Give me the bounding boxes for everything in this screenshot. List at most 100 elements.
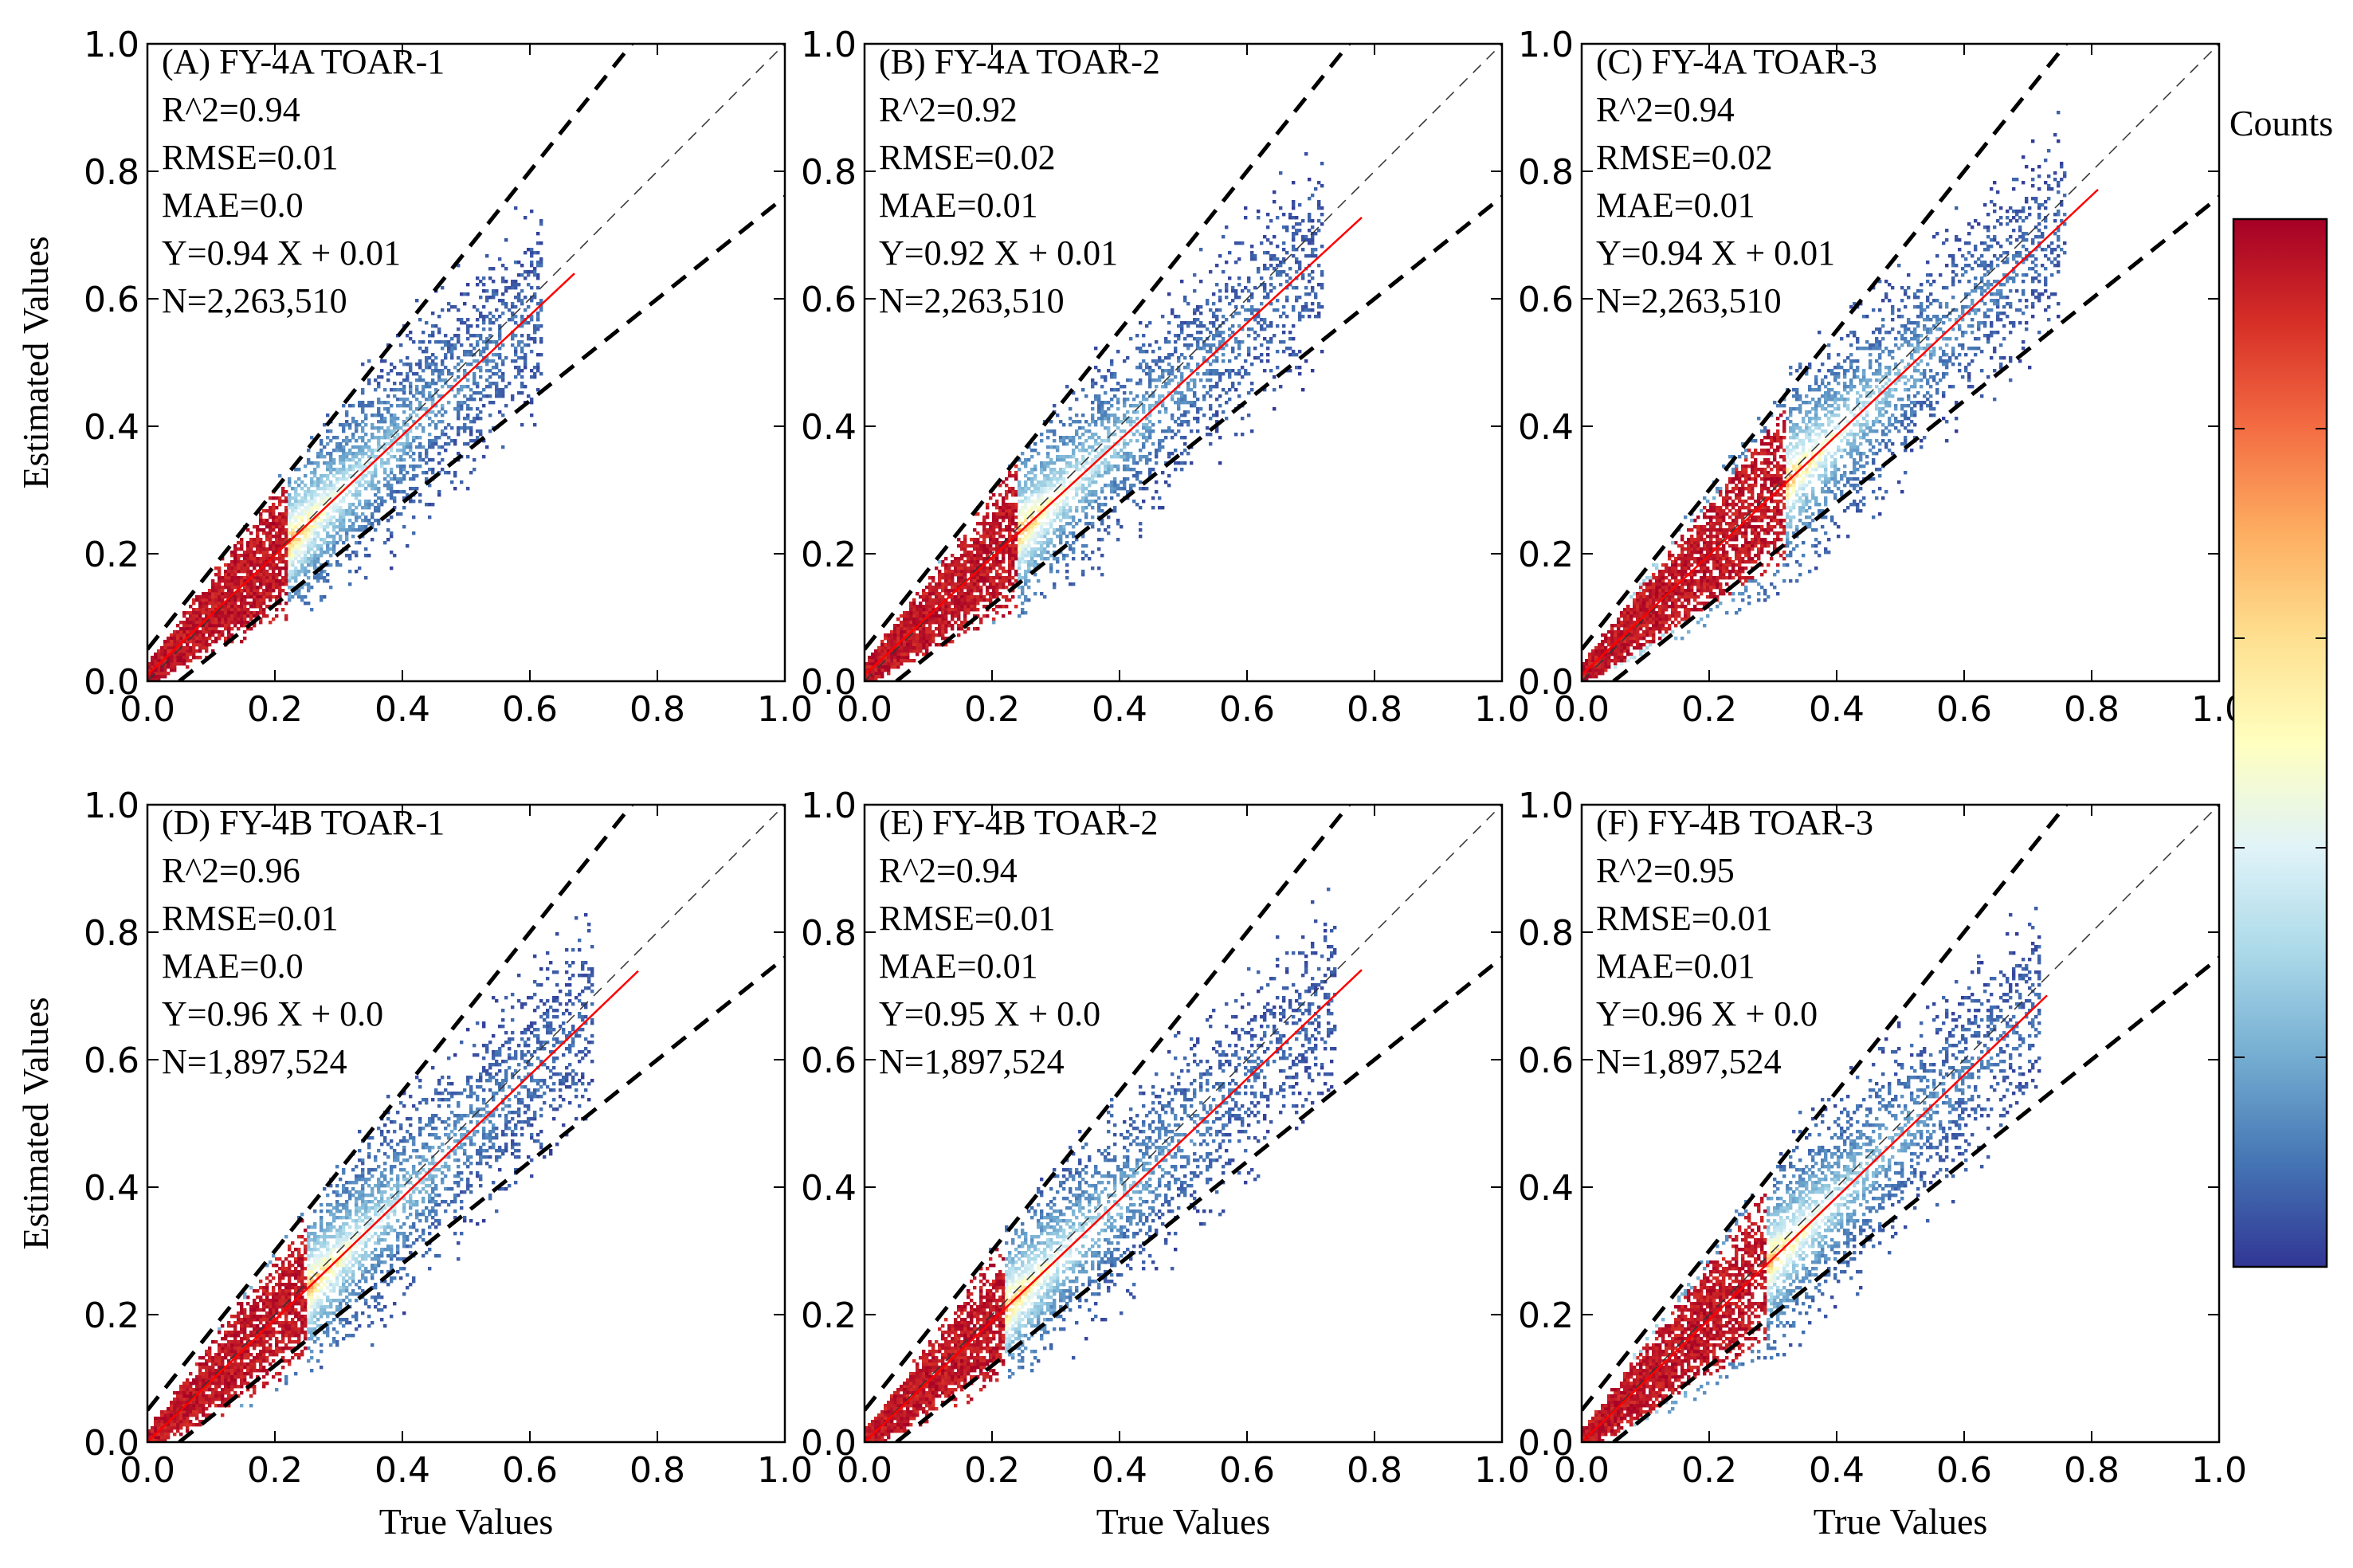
density-cell	[1282, 305, 1286, 309]
density-cell	[1158, 356, 1162, 360]
density-cell	[982, 570, 986, 574]
density-cell	[1043, 531, 1047, 535]
density-cell	[249, 589, 253, 593]
density-cell	[1196, 308, 1200, 312]
density-cell	[906, 649, 910, 653]
density-cell	[1069, 407, 1073, 411]
density-cell	[1081, 388, 1085, 392]
density-cell	[530, 261, 534, 265]
density-cell	[412, 477, 416, 481]
density-cell	[992, 512, 996, 516]
density-cell	[288, 547, 292, 551]
density-cell	[466, 331, 470, 335]
density-cell	[1174, 401, 1178, 405]
density-cell	[995, 547, 999, 551]
density-cell	[345, 554, 349, 558]
density-cell	[288, 560, 292, 564]
density-cell	[1139, 458, 1143, 462]
density-cell	[320, 547, 324, 551]
density-cell	[355, 570, 359, 574]
density-cell	[1279, 171, 1283, 175]
density-cell	[304, 544, 308, 548]
density-cell	[1206, 426, 1210, 430]
density-cell	[1049, 496, 1053, 500]
density-cell	[253, 538, 257, 542]
density-cell	[415, 385, 419, 389]
density-cell	[469, 388, 473, 392]
density-cell	[1005, 551, 1009, 555]
density-cell	[256, 560, 260, 564]
density-cell	[1174, 433, 1178, 437]
density-cell	[294, 531, 298, 535]
density-cell	[1021, 592, 1025, 596]
density-cell	[237, 592, 241, 596]
density-cell	[412, 474, 416, 478]
density-cell	[205, 646, 209, 650]
density-cell	[310, 560, 314, 564]
density-cell	[951, 554, 955, 558]
density-cell	[1209, 331, 1213, 335]
density-cell	[351, 433, 355, 437]
density-cell	[425, 321, 429, 325]
density-cell	[1002, 566, 1006, 570]
density-cell	[339, 449, 343, 453]
density-cell	[508, 308, 512, 312]
density-cell	[890, 656, 894, 660]
density-cell	[291, 496, 295, 500]
density-cell	[211, 633, 215, 637]
density-cell	[928, 621, 932, 625]
density-cell	[332, 436, 336, 440]
density-cell	[1155, 385, 1159, 389]
density-cell	[989, 541, 993, 545]
density-cell	[1183, 366, 1187, 370]
density-cell	[960, 579, 964, 583]
y-tick-label: 1.0	[84, 25, 139, 65]
density-cell	[256, 611, 260, 615]
density-cell	[221, 633, 225, 637]
density-cell	[192, 598, 196, 602]
density-cell	[323, 528, 327, 532]
density-cell	[386, 538, 390, 542]
density-cell	[1002, 614, 1006, 618]
density-cell	[1215, 331, 1219, 335]
density-cell	[1145, 417, 1149, 421]
density-cell	[527, 270, 531, 274]
density-cell	[1222, 315, 1226, 319]
density-cell	[186, 665, 190, 669]
density-cell	[1011, 528, 1015, 532]
density-cell	[1069, 465, 1073, 468]
density-cell	[195, 630, 199, 634]
density-cell	[278, 589, 282, 593]
density-cell	[1078, 442, 1082, 446]
density-cell	[1056, 570, 1060, 574]
density-cell	[992, 576, 996, 580]
density-cell	[982, 566, 986, 570]
density-cell	[1075, 522, 1079, 526]
density-cell	[498, 391, 502, 395]
density-cell	[884, 665, 888, 669]
density-cell	[1062, 487, 1066, 491]
density-cell	[278, 515, 282, 519]
density-cell	[1030, 554, 1034, 558]
density-cell	[887, 659, 891, 663]
density-cell	[1059, 541, 1063, 545]
density-cell	[511, 305, 515, 309]
density-cell	[281, 579, 285, 583]
density-cell	[1285, 280, 1289, 284]
density-cell	[428, 417, 432, 421]
density-cell	[441, 445, 445, 449]
density-cell	[1053, 551, 1057, 555]
density-cell	[1014, 509, 1018, 513]
density-cell	[1225, 283, 1229, 287]
density-cell	[1298, 350, 1302, 354]
density-cell	[304, 573, 308, 577]
density-cell	[874, 672, 878, 676]
density-cell	[233, 566, 237, 570]
density-cell	[1059, 420, 1063, 424]
density-cell	[243, 624, 247, 628]
density-cell	[1257, 270, 1261, 274]
density-cell	[453, 343, 457, 347]
density-cell	[230, 614, 234, 618]
density-cell	[272, 496, 276, 500]
density-cell	[520, 299, 524, 303]
